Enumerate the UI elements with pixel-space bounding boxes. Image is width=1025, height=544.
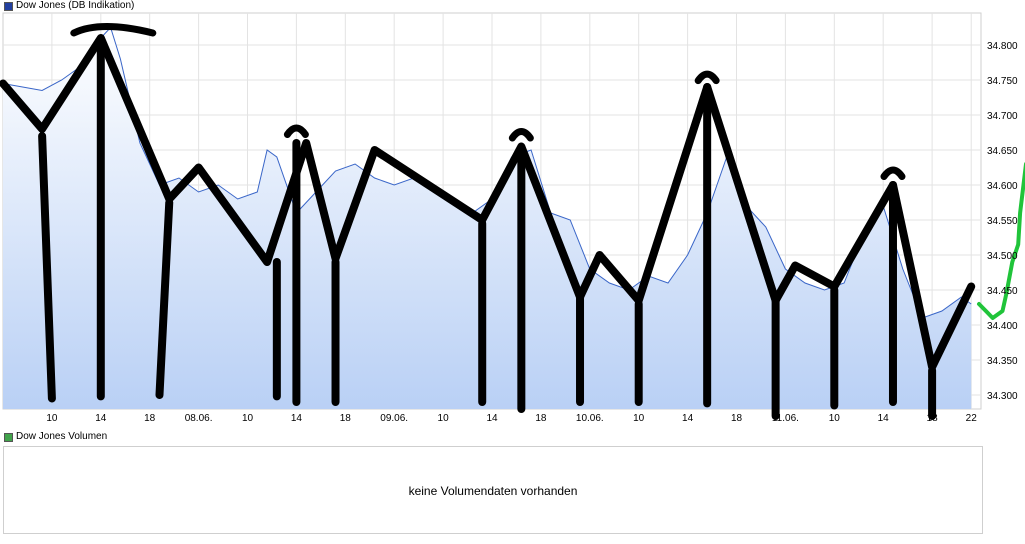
price-legend-swatch [4, 1, 13, 11]
y-tick-label: 34.800 [987, 41, 1018, 52]
y-tick-label: 34.650 [987, 146, 1018, 157]
volume-legend-swatch [4, 432, 13, 442]
y-tick-label: 34.600 [987, 181, 1018, 192]
x-tick-label: 18 [340, 413, 352, 424]
annotation-peak-cap [694, 70, 720, 85]
x-tick-label: 18 [731, 413, 743, 424]
annotation-peak-cap [508, 128, 534, 142]
x-tick-label: 11.06. [772, 413, 799, 424]
x-tick-label: 10 [46, 413, 58, 424]
y-tick-label: 34.700 [987, 111, 1018, 122]
x-tick-label: 14 [682, 413, 694, 424]
y-tick-label: 34.350 [987, 356, 1018, 367]
annotation-peak-cap [283, 124, 309, 138]
price-chart-title: Dow Jones (DB Indikation) [16, 0, 135, 11]
volume-panel: keine Volumendaten vorhanden [3, 446, 983, 534]
annotation-green-stroke [977, 162, 1025, 320]
x-tick-label: 10 [242, 413, 254, 424]
y-tick-label: 34.400 [987, 321, 1018, 332]
x-tick-label: 22 [966, 413, 978, 424]
annotation-vertical-stroke [155, 198, 174, 399]
x-tick-label: 08.06. [185, 413, 213, 424]
volume-chart-title: Dow Jones Volumen [16, 431, 108, 442]
y-tick-label: 34.550 [987, 216, 1018, 227]
x-tick-label: 10 [438, 413, 450, 424]
no-volume-message: keine Volumendaten vorhanden [408, 484, 578, 498]
annotation-vertical-stroke [38, 132, 56, 403]
x-tick-label: 14 [95, 413, 107, 424]
x-tick-label: 14 [878, 413, 890, 424]
x-tick-label: 09.06. [380, 413, 408, 424]
x-tick-label: 18 [144, 413, 156, 424]
x-tick-label: 18 [535, 413, 547, 424]
annotation-peak-cap [70, 23, 157, 37]
y-tick-label: 34.300 [987, 391, 1018, 402]
y-tick-label: 34.450 [987, 286, 1018, 297]
x-tick-label: 10.06. [576, 413, 604, 424]
annotation-peak-cap [880, 166, 906, 180]
y-tick-label: 34.500 [987, 251, 1018, 262]
y-tick-label: 34.750 [987, 76, 1018, 87]
x-tick-label: 18 [927, 413, 939, 424]
volume-legend: Dow Jones Volumen [4, 431, 107, 443]
price-legend: Dow Jones (DB Indikation) [4, 0, 134, 12]
x-tick-label: 10 [633, 413, 645, 424]
x-tick-label: 14 [486, 413, 498, 424]
x-tick-label: 14 [291, 413, 303, 424]
x-tick-label: 10 [829, 413, 841, 424]
